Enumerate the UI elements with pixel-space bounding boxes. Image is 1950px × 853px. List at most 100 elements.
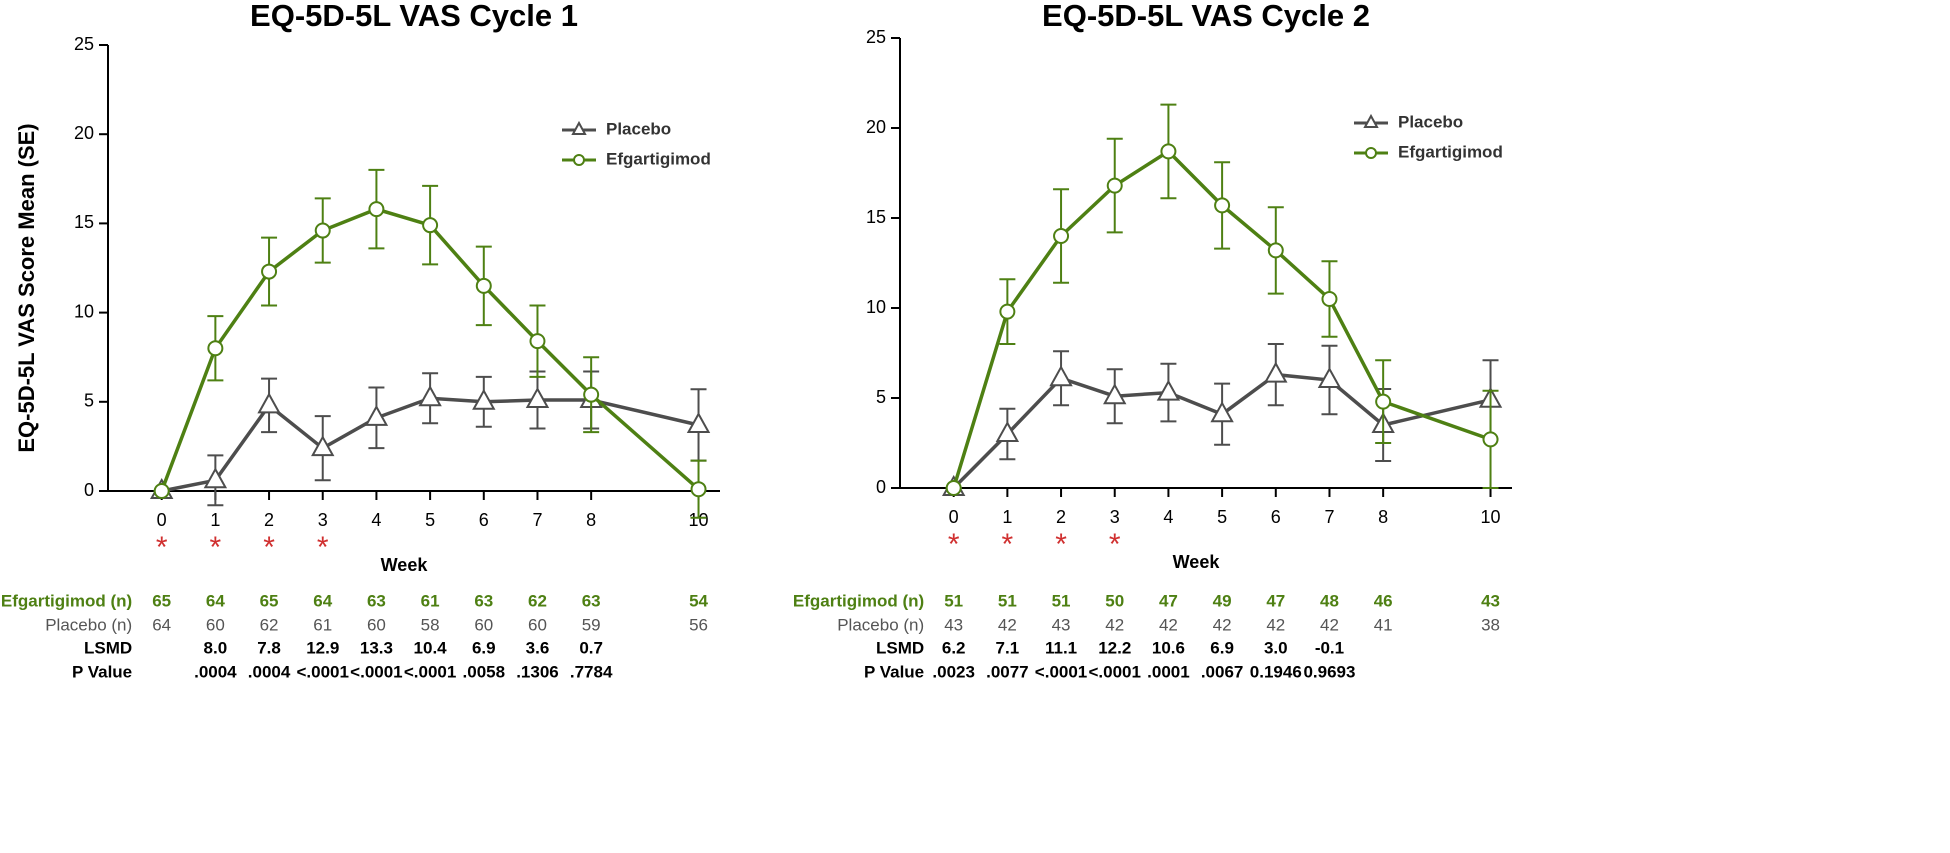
series-line <box>952 372 1491 490</box>
point <box>207 340 224 357</box>
table-cell: .0077 <box>986 662 1029 681</box>
table-row-label: P Value <box>864 662 924 681</box>
series-line <box>952 149 1492 489</box>
x-tick-label: 3 <box>318 510 328 530</box>
y-axis-label: EQ-5D-5L VAS Score Mean (SE) <box>14 123 39 452</box>
table-row-label: Placebo (n) <box>837 615 924 634</box>
y-tick-label: 25 <box>866 27 886 47</box>
table-row-label: Placebo (n) <box>45 615 132 634</box>
y-tick-label: 5 <box>876 387 886 407</box>
table-cell: 38 <box>1481 615 1500 634</box>
chart-title: EQ-5D-5L VAS Cycle 2 <box>1042 0 1370 33</box>
y-tick-label: 10 <box>866 297 886 317</box>
table-row-label: LSMD <box>84 638 132 657</box>
table-cell: <.0001 <box>1035 662 1087 681</box>
legend-label: Placebo <box>1398 112 1463 131</box>
point <box>525 386 550 409</box>
point <box>1103 383 1127 405</box>
y-tick-label: 15 <box>866 207 886 227</box>
table-row-label: Efgartigimod (n) <box>1 591 132 610</box>
table-cell: 59 <box>582 615 601 634</box>
table-cell: 42 <box>1105 615 1124 634</box>
point <box>368 201 385 218</box>
y-tick-label: 25 <box>74 34 94 54</box>
table-cell: 64 <box>152 615 171 634</box>
series <box>149 370 711 507</box>
legend-marker <box>573 154 585 166</box>
table-cell: 56 <box>689 615 708 634</box>
table-cell: 51 <box>1052 591 1071 610</box>
point <box>261 263 278 280</box>
table-cell: 6.9 <box>1210 638 1234 657</box>
table-cell: <.0001 <box>350 662 402 681</box>
x-tick-label: 8 <box>1378 507 1388 527</box>
point <box>418 385 442 407</box>
point <box>1156 379 1181 401</box>
table-cell: 42 <box>1159 615 1178 634</box>
x-tick-label: 4 <box>371 510 381 530</box>
point <box>1049 365 1073 387</box>
point <box>1267 242 1284 259</box>
significance-marker: * <box>156 531 168 564</box>
table-cell: 60 <box>206 615 225 634</box>
legend-marker <box>1363 113 1379 128</box>
table-cell: 63 <box>582 591 601 610</box>
legend-marker <box>1365 147 1377 159</box>
series <box>153 168 707 519</box>
table-cell: 60 <box>474 615 493 634</box>
table-cell: 42 <box>1213 615 1232 634</box>
table-cell: 62 <box>528 591 547 610</box>
series <box>941 343 1503 496</box>
table-cell: 60 <box>367 615 386 634</box>
table-cell: 10.6 <box>1152 638 1185 657</box>
significance-marker: * <box>1055 528 1067 561</box>
table-cell: 51 <box>998 591 1017 610</box>
point <box>1160 143 1177 160</box>
legend-label: Efgartigimod <box>606 149 711 168</box>
table-cell: 41 <box>1374 615 1393 634</box>
series-line <box>161 396 699 493</box>
table-cell: -0.1 <box>1315 638 1344 657</box>
point <box>1106 177 1123 194</box>
table-cell: 63 <box>367 591 386 610</box>
y-tick-label: 20 <box>866 117 886 137</box>
legend-marker <box>571 120 587 135</box>
point <box>1375 393 1392 410</box>
table-cell: 42 <box>1266 615 1285 634</box>
table-cell: 61 <box>313 615 332 634</box>
point <box>686 411 711 433</box>
x-tick-label: 2 <box>1056 507 1066 527</box>
table-cell: 54 <box>689 591 708 610</box>
x-tick-label: 10 <box>1481 507 1501 527</box>
point <box>1321 291 1338 307</box>
series <box>945 103 1499 496</box>
table-cell: 49 <box>1213 591 1232 610</box>
x-tick-label: 4 <box>1163 507 1173 527</box>
table-cell: 13.3 <box>360 638 393 657</box>
table-cell: 60 <box>528 615 547 634</box>
significance-marker: * <box>948 528 960 561</box>
point <box>1264 361 1288 383</box>
point <box>529 333 546 350</box>
table-cell: <.0001 <box>404 662 456 681</box>
point <box>945 480 962 496</box>
significance-marker: * <box>1002 528 1014 561</box>
table-cell: 42 <box>1320 615 1339 634</box>
x-tick-label: 10 <box>689 510 709 530</box>
table-cell: 12.9 <box>306 638 339 657</box>
point <box>995 420 1020 442</box>
table-cell: 61 <box>421 591 440 610</box>
point <box>422 217 439 234</box>
table-cell: 64 <box>206 591 225 610</box>
point <box>203 467 228 489</box>
table-cell: 7.8 <box>257 638 281 657</box>
x-tick-label: 6 <box>1271 507 1281 527</box>
legend-label: Efgartigimod <box>1398 142 1503 161</box>
table-row-label: Efgartigimod (n) <box>793 591 924 610</box>
table-cell: 6.2 <box>942 638 966 657</box>
table-cell: 43 <box>944 615 963 634</box>
table-cell: 10.4 <box>414 638 448 657</box>
table-cell: 65 <box>260 591 279 610</box>
table-cell: 42 <box>998 615 1017 634</box>
table-cell: .7784 <box>570 662 613 681</box>
